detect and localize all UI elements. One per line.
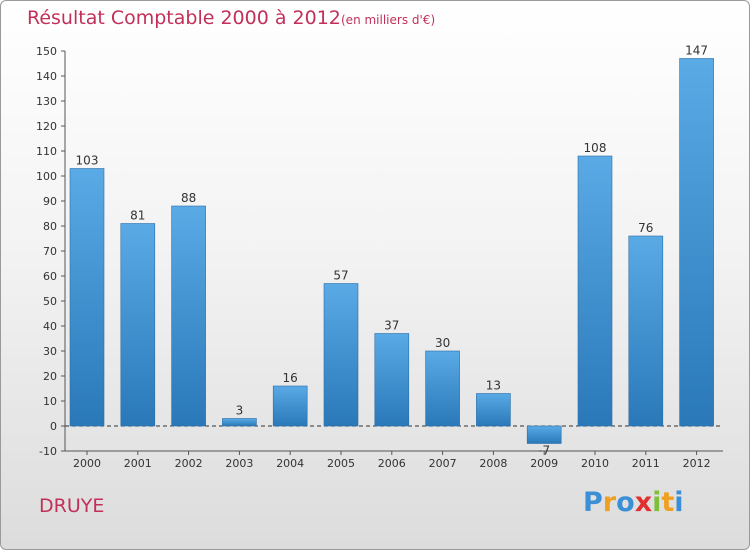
y-tick-label: 110 — [36, 145, 57, 158]
y-tick-label: 30 — [43, 345, 57, 358]
data-label: 81 — [130, 209, 145, 223]
data-label: 108 — [584, 141, 607, 155]
data-label: -7 — [538, 444, 550, 458]
data-label: 3 — [236, 404, 244, 418]
x-tick-label: 2012 — [683, 457, 711, 470]
x-tick-label: 2000 — [73, 457, 101, 470]
logo-letter: x — [634, 487, 653, 518]
x-tick-label: 2011 — [632, 457, 660, 470]
bar-2004 — [272, 385, 308, 427]
logo-letter: r — [602, 487, 617, 518]
chart-title: Résultat Comptable 2000 à 2012 — [27, 7, 341, 29]
x-tick-label: 2007 — [429, 457, 457, 470]
y-tick-label: 70 — [43, 245, 57, 258]
bar-2009 — [526, 425, 562, 444]
x-tick-label: 2002 — [175, 457, 203, 470]
x-tick-label: 2003 — [225, 457, 253, 470]
logo-letter: t — [661, 487, 675, 518]
y-tick-label: 80 — [43, 220, 57, 233]
data-label: 88 — [181, 191, 196, 205]
bar-2002 — [171, 205, 206, 427]
bar-2006 — [374, 333, 410, 427]
x-tick-label: 2001 — [124, 457, 152, 470]
x-tick-label: 2009 — [530, 457, 558, 470]
data-label: 76 — [638, 221, 653, 235]
bar-2003 — [222, 418, 257, 427]
y-tick-label: 50 — [43, 295, 57, 308]
bar-2011 — [628, 235, 664, 427]
bar-2000 — [69, 168, 105, 427]
logo-letter: i — [674, 487, 684, 518]
y-tick-label: 60 — [43, 270, 57, 283]
data-label: 30 — [435, 336, 450, 350]
bar-2008 — [476, 393, 511, 427]
y-tick-label: -10 — [39, 445, 57, 458]
chart-subtitle: (en milliers d'€) — [341, 13, 436, 27]
y-tick-label: 130 — [36, 95, 57, 108]
y-tick-label: 100 — [36, 170, 57, 183]
logo-letter: P — [583, 487, 603, 518]
y-tick-label: 150 — [36, 45, 57, 58]
bar-2007 — [425, 350, 460, 427]
bar-2012 — [679, 58, 714, 427]
y-tick-label: 40 — [43, 320, 57, 333]
x-tick-label: 2004 — [276, 457, 304, 470]
proxiti-logo: Proxiti — [583, 487, 684, 518]
y-tick-label: 90 — [43, 195, 57, 208]
bar-2010 — [577, 155, 613, 427]
data-label: 147 — [685, 44, 708, 58]
data-label: 103 — [76, 154, 99, 168]
commune-name: DRUYE — [39, 495, 105, 517]
data-label: 37 — [384, 319, 399, 333]
y-tick-label: 0 — [50, 420, 57, 433]
x-tick-label: 2005 — [327, 457, 355, 470]
data-label: 13 — [486, 379, 501, 393]
y-tick-label: 140 — [36, 70, 57, 83]
x-tick-label: 2008 — [479, 457, 507, 470]
x-tick-label: 2010 — [581, 457, 609, 470]
bar-2005 — [323, 283, 359, 427]
data-label: 16 — [283, 371, 298, 385]
x-tick-label: 2006 — [378, 457, 406, 470]
y-tick-label: 20 — [43, 370, 57, 383]
y-tick-label: 120 — [36, 120, 57, 133]
y-tick-label: 10 — [43, 395, 57, 408]
data-label: 57 — [333, 269, 348, 283]
logo-letter: i — [652, 487, 662, 518]
logo-letter: o — [616, 487, 635, 518]
bar-2001 — [120, 223, 156, 427]
